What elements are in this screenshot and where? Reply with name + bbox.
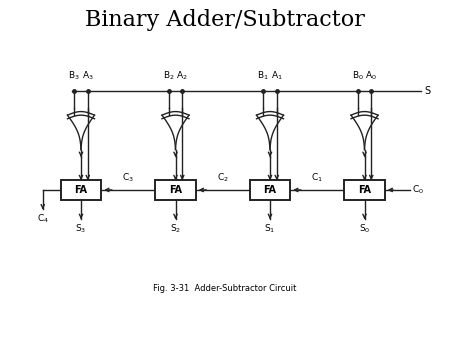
Bar: [61, 180, 101, 200]
Polygon shape: [68, 112, 94, 150]
Text: FA: FA: [75, 185, 87, 195]
Text: Fig. 3-31  Adder-Subtractor Circuit: Fig. 3-31 Adder-Subtractor Circuit: [153, 284, 297, 293]
Text: S$_0$: S$_0$: [359, 222, 370, 235]
Text: C$_3$: C$_3$: [122, 171, 134, 184]
Text: A$_3$: A$_3$: [82, 70, 94, 82]
Bar: [250, 180, 290, 200]
Bar: [344, 180, 385, 200]
Text: FA: FA: [264, 185, 276, 195]
Text: Lecture 11: Lecture 11: [14, 312, 89, 325]
Text: S: S: [424, 86, 431, 96]
Text: Binary Adder/Subtractor: Binary Adder/Subtractor: [85, 9, 365, 31]
Text: A$_0$: A$_0$: [365, 70, 377, 82]
Polygon shape: [256, 112, 284, 150]
Bar: [155, 180, 196, 200]
Text: FA: FA: [169, 185, 182, 195]
Text: S$_3$: S$_3$: [75, 222, 87, 235]
Text: A$_1$: A$_1$: [271, 70, 283, 82]
Text: B$_3$: B$_3$: [68, 70, 80, 82]
Text: C$_2$: C$_2$: [217, 171, 229, 184]
Text: FA: FA: [358, 185, 371, 195]
Polygon shape: [351, 112, 378, 150]
Text: S$_2$: S$_2$: [170, 222, 181, 235]
Text: C$_1$: C$_1$: [311, 171, 323, 184]
Text: KU College of Engineering
Elec 204: Digital Systems Design: KU College of Engineering Elec 204: Digi…: [153, 308, 342, 329]
Text: A$_2$: A$_2$: [176, 70, 188, 82]
Text: S$_1$: S$_1$: [264, 222, 276, 235]
Text: C$_4$: C$_4$: [37, 212, 49, 225]
Text: C$_0$: C$_0$: [412, 184, 424, 196]
Text: B$_2$: B$_2$: [163, 70, 175, 82]
Text: B$_0$: B$_0$: [352, 70, 364, 82]
Text: B$_1$: B$_1$: [257, 70, 269, 82]
Polygon shape: [162, 112, 189, 150]
